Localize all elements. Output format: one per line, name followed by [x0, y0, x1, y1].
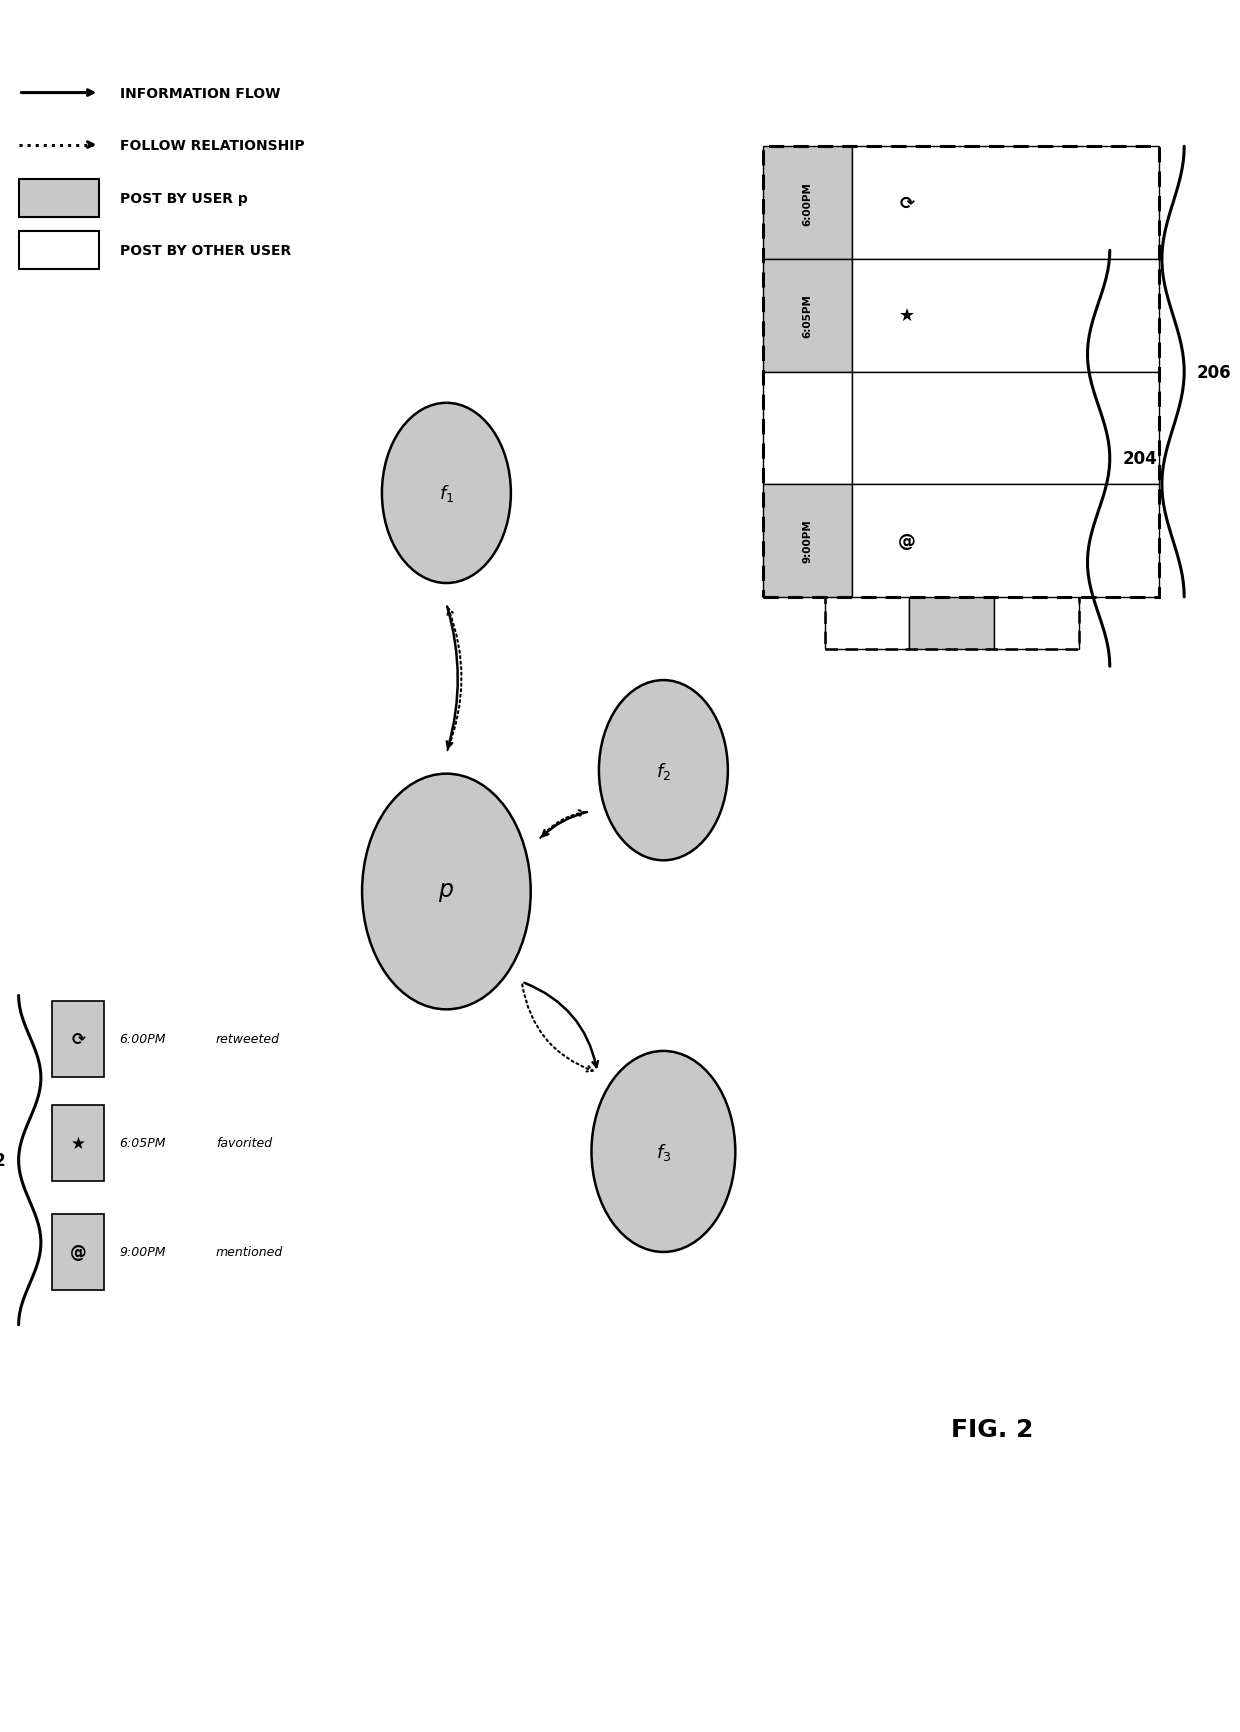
- FancyBboxPatch shape: [52, 1001, 104, 1077]
- Text: 202: 202: [0, 1152, 6, 1169]
- Text: FIG. 2: FIG. 2: [951, 1417, 1033, 1441]
- FancyBboxPatch shape: [19, 180, 99, 218]
- Text: 6:00PM: 6:00PM: [119, 1032, 166, 1046]
- Text: 206: 206: [1197, 364, 1231, 381]
- FancyBboxPatch shape: [825, 485, 909, 650]
- Text: retweeted: retweeted: [216, 1032, 280, 1046]
- FancyBboxPatch shape: [52, 1105, 104, 1181]
- Text: FOLLOW RELATIONSHIP: FOLLOW RELATIONSHIP: [120, 139, 305, 152]
- Text: INFORMATION FLOW: INFORMATION FLOW: [120, 87, 280, 100]
- Circle shape: [599, 681, 728, 861]
- FancyBboxPatch shape: [909, 286, 994, 450]
- Circle shape: [591, 1051, 735, 1252]
- FancyBboxPatch shape: [19, 232, 99, 270]
- Text: $p$: $p$: [439, 880, 454, 904]
- Text: mentioned: mentioned: [216, 1245, 283, 1259]
- Text: POST BY USER p: POST BY USER p: [120, 192, 248, 206]
- Text: ⟳: ⟳: [900, 194, 915, 213]
- Text: 9:00PM: 9:00PM: [802, 520, 812, 563]
- Circle shape: [382, 404, 511, 584]
- FancyBboxPatch shape: [852, 372, 1159, 485]
- FancyBboxPatch shape: [825, 286, 909, 450]
- Text: 6:05PM: 6:05PM: [802, 294, 812, 338]
- FancyBboxPatch shape: [994, 485, 1079, 650]
- FancyBboxPatch shape: [763, 260, 852, 372]
- Circle shape: [362, 774, 531, 1010]
- FancyBboxPatch shape: [763, 147, 852, 260]
- FancyBboxPatch shape: [52, 1214, 104, 1290]
- FancyBboxPatch shape: [763, 485, 852, 598]
- Text: ★: ★: [899, 307, 915, 326]
- FancyBboxPatch shape: [763, 372, 852, 485]
- FancyBboxPatch shape: [909, 485, 994, 650]
- Text: POST BY OTHER USER: POST BY OTHER USER: [120, 244, 291, 258]
- Text: $f_{2}$: $f_{2}$: [656, 760, 671, 781]
- FancyBboxPatch shape: [852, 260, 1159, 372]
- Text: favorited: favorited: [216, 1136, 272, 1150]
- Text: $f_{3}$: $f_{3}$: [656, 1141, 671, 1162]
- Text: ⟳: ⟳: [71, 1031, 86, 1048]
- FancyBboxPatch shape: [852, 485, 1159, 598]
- Text: 204: 204: [1122, 450, 1157, 468]
- Text: @: @: [898, 532, 916, 551]
- Text: $f_{1}$: $f_{1}$: [439, 483, 454, 504]
- FancyBboxPatch shape: [852, 147, 1159, 260]
- Text: 9:00PM: 9:00PM: [119, 1245, 166, 1259]
- Text: 6:05PM: 6:05PM: [119, 1136, 166, 1150]
- Text: 6:00PM: 6:00PM: [802, 182, 812, 225]
- Text: @: @: [69, 1244, 87, 1261]
- FancyBboxPatch shape: [994, 286, 1079, 450]
- Text: ★: ★: [71, 1134, 86, 1152]
